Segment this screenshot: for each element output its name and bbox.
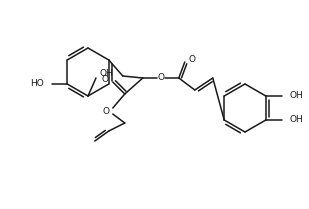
Text: O: O [102, 74, 109, 84]
Text: O: O [157, 74, 164, 83]
Text: OH: OH [290, 116, 303, 125]
Text: O: O [103, 107, 110, 116]
Text: HO: HO [31, 79, 44, 88]
Text: OH: OH [290, 92, 303, 101]
Text: O: O [189, 56, 196, 65]
Text: OH: OH [99, 69, 113, 78]
